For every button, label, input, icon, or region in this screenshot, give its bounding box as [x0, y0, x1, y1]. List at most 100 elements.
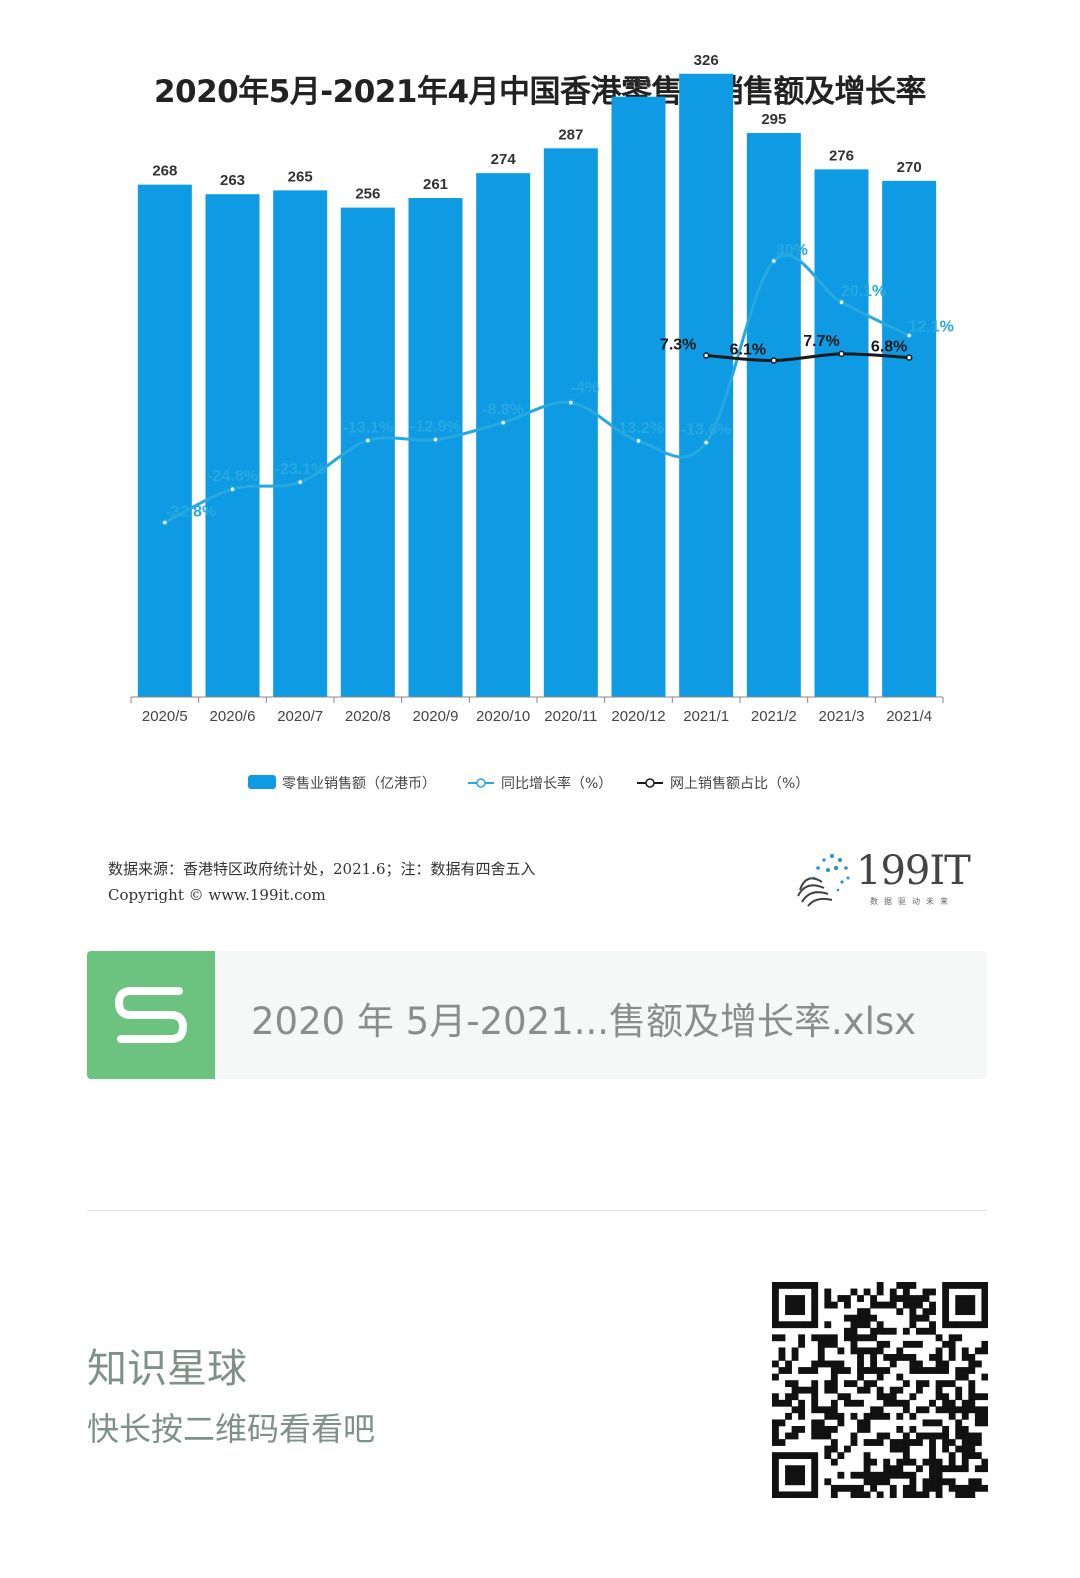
qr-module [890, 1472, 897, 1479]
qr-module [877, 1289, 884, 1296]
qr-module [949, 1341, 956, 1348]
qr-module [903, 1400, 910, 1407]
qr-module [929, 1289, 936, 1296]
qr-module [824, 1478, 831, 1485]
qr-module [837, 1393, 844, 1400]
qr-module [864, 1419, 871, 1426]
qr-module [857, 1485, 864, 1492]
qr-module [936, 1393, 943, 1400]
spreadsheet-s-icon [87, 951, 215, 1079]
qr-module [923, 1315, 930, 1322]
qr-module [916, 1341, 923, 1348]
qr-module [903, 1328, 910, 1335]
brand-tagline: 数据驱动未来 [870, 896, 954, 907]
qr-module [831, 1406, 838, 1413]
qr-module [798, 1302, 805, 1309]
qr-module [844, 1485, 851, 1492]
growth-rate-label: -12.9% [410, 419, 461, 436]
qr-module [923, 1433, 930, 1440]
qr-module [837, 1485, 844, 1492]
growth-rate-label: -8.8% [482, 402, 524, 419]
qr-module [962, 1446, 969, 1453]
qr-module [968, 1452, 975, 1459]
qr-module [903, 1439, 910, 1446]
qr-module [903, 1289, 910, 1296]
qr-module [942, 1380, 949, 1387]
qr-module [811, 1315, 818, 1322]
qr-module [779, 1282, 786, 1289]
qr-module [955, 1302, 962, 1309]
qr-module [798, 1282, 805, 1289]
qr-code-icon[interactable] [772, 1282, 988, 1498]
qr-module [785, 1321, 792, 1328]
qr-module [968, 1295, 975, 1302]
line-point [568, 400, 573, 405]
x-tick-label: 2021/4 [886, 708, 932, 725]
qr-module [981, 1459, 988, 1466]
qr-module [975, 1478, 982, 1485]
qr-module [890, 1439, 897, 1446]
bar-value-label: 287 [558, 126, 583, 143]
qr-module [811, 1361, 818, 1368]
qr-module [981, 1374, 988, 1381]
qr-module [896, 1413, 903, 1420]
qr-module [883, 1465, 890, 1472]
community-title: 知识星球 [87, 1336, 247, 1394]
qr-module [870, 1367, 877, 1374]
qr-module [851, 1413, 858, 1420]
qr-module [805, 1282, 812, 1289]
qr-module [831, 1361, 838, 1368]
file-name[interactable]: 2020 年 5月-2021...售额及增长率.xlsx [251, 991, 916, 1045]
qr-module [890, 1289, 897, 1296]
qr-module [929, 1446, 936, 1453]
qr-module [975, 1452, 982, 1459]
qr-module [949, 1400, 956, 1407]
x-tick-label: 2021/2 [751, 708, 797, 725]
qr-module [831, 1341, 838, 1348]
bar-value-label: 276 [829, 147, 854, 164]
qr-module [877, 1439, 884, 1446]
qr-module [857, 1347, 864, 1354]
qr-module [779, 1400, 786, 1407]
qr-module [818, 1419, 825, 1426]
x-tick-label: 2020/12 [611, 708, 665, 725]
qr-module [942, 1433, 949, 1440]
qr-module [818, 1334, 825, 1341]
qr-module [903, 1491, 910, 1498]
qr-module [896, 1347, 903, 1354]
qr-module [962, 1347, 969, 1354]
qr-module [923, 1406, 930, 1413]
legend-swatch-bar [248, 775, 276, 789]
x-tick-label: 2020/6 [210, 708, 256, 725]
qr-module [864, 1478, 871, 1485]
qr-module [870, 1485, 877, 1492]
qr-module [942, 1341, 949, 1348]
bar [476, 173, 530, 697]
qr-module [903, 1302, 910, 1309]
qr-module [909, 1459, 916, 1466]
qr-module [929, 1328, 936, 1335]
qr-module [936, 1387, 943, 1394]
qr-module [837, 1452, 844, 1459]
qr-module [792, 1472, 799, 1479]
qr-module [903, 1295, 910, 1302]
online-share-label: 6.1% [730, 342, 766, 359]
qr-module [831, 1400, 838, 1407]
qr-module [903, 1341, 910, 1348]
qr-module [916, 1315, 923, 1322]
qr-module [785, 1433, 792, 1440]
qr-module [909, 1491, 916, 1498]
qr-module [785, 1491, 792, 1498]
file-attachment[interactable]: 2020 年 5月-2021...售额及增长率.xlsx [87, 951, 987, 1079]
qr-module [962, 1465, 969, 1472]
qr-module [949, 1459, 956, 1466]
qr-module [890, 1328, 897, 1335]
qr-module [896, 1465, 903, 1472]
qr-module [785, 1400, 792, 1407]
qr-module [811, 1387, 818, 1394]
qr-module [818, 1361, 825, 1368]
qr-module [824, 1406, 831, 1413]
qr-module [909, 1472, 916, 1479]
qr-module [936, 1419, 943, 1426]
bar [747, 133, 801, 697]
